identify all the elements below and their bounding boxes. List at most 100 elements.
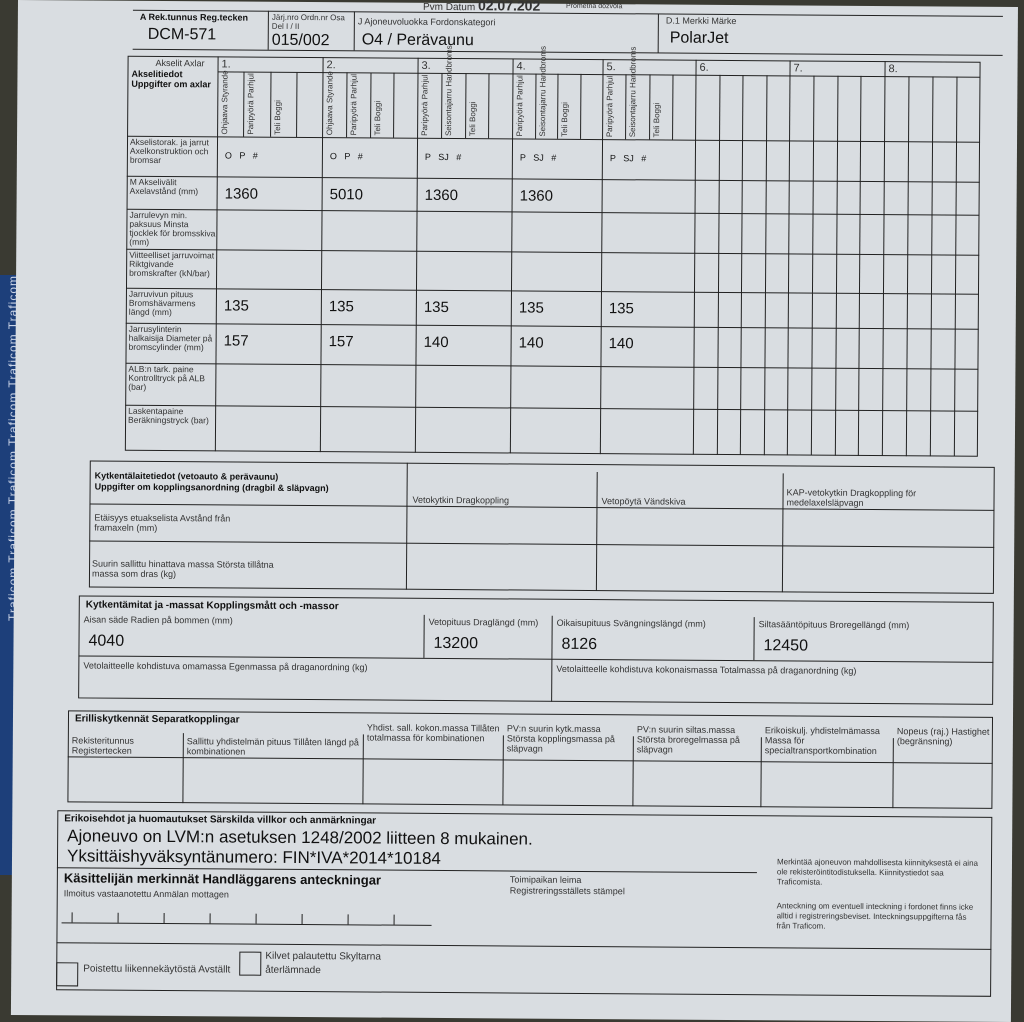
axle-cell-value: O P # bbox=[224, 150, 258, 161]
top-small: Prometna dozvola bbox=[565, 2, 623, 11]
lien-note-sv: Anteckning om eventuell inteckning i for… bbox=[776, 901, 974, 931]
axle-cell-value: 140 bbox=[608, 335, 634, 353]
axle-sub-label: Seisontajarru Handbroms bbox=[628, 46, 638, 138]
axle-row-label: Jarruvivun pituus Bromshävarmens längd (… bbox=[128, 288, 196, 318]
dims-field-value: 4040 bbox=[88, 632, 125, 650]
ordn-value: 015/002 bbox=[271, 31, 330, 50]
date-tick bbox=[301, 914, 303, 925]
axle-cell-value: 135 bbox=[423, 298, 449, 317]
axle-sub-label: Teli Boggi bbox=[372, 100, 382, 136]
make-value: PolarJet bbox=[669, 29, 729, 47]
coupling-col: Vetokytkin Dragkoppling bbox=[412, 494, 510, 506]
date-tick bbox=[393, 914, 395, 925]
axle-number: 2. bbox=[326, 59, 336, 72]
coupling-row-label: Etäisyys etuakselista Avstånd från frama… bbox=[94, 512, 231, 533]
date-tick bbox=[209, 913, 211, 924]
lien-note: Merkintää ajoneuvon mahdollisesta kiinni… bbox=[776, 857, 979, 887]
registration-form: Pvm Datum 02.07.202 Prometna dozvola A R… bbox=[10, 0, 1018, 1022]
cat-label: J Ajoneuvoluokka Fordonskategori bbox=[357, 16, 496, 28]
dims-section bbox=[78, 595, 994, 705]
separate-col-label: Sallittu yhdistelmän pituus Tillåten län… bbox=[186, 736, 359, 757]
dims-field-label: Vetopituus Draglängd (mm) bbox=[428, 616, 539, 628]
axle-sub-label: Ohjaava Styrande bbox=[325, 71, 335, 136]
axle-row-label: Laskentapaine Beräkningstryck (bar) bbox=[128, 405, 209, 426]
plates-returned-label: Kilvet palautettu Skyltarna återlämnade bbox=[265, 950, 381, 977]
axle-sub-label: Teli Boggi bbox=[467, 101, 477, 137]
axle-cell-value: O P # bbox=[329, 151, 363, 162]
axle-cell-value: 157 bbox=[223, 332, 249, 350]
stamp-label: Toimipaikan leima bbox=[509, 874, 582, 885]
axle-sub-label: Teli Boggi bbox=[560, 102, 570, 137]
axle-sub-label: Seisontajarru Handbroms bbox=[537, 45, 548, 137]
dims-title: Kytkentämitat ja -massat Kopplingsmått o… bbox=[85, 599, 339, 613]
axle-sub-label: Paripyörä Parhjul bbox=[246, 73, 256, 135]
axle-number: 3. bbox=[421, 59, 431, 72]
axle-cell-value: 135 bbox=[223, 297, 249, 315]
axle-cell-value: P SJ # bbox=[609, 153, 647, 164]
axle-cell-value: P SJ # bbox=[424, 151, 462, 163]
coupling-col: Vetopöytä Vändskiva bbox=[601, 496, 686, 507]
make-label: D.1 Merkki Märke bbox=[665, 15, 737, 27]
axle-cell-value: 135 bbox=[328, 298, 354, 316]
axle-cell-value: 135 bbox=[608, 300, 634, 318]
axle-sub-label: Seisontajarru Handbroms bbox=[443, 45, 454, 137]
axle-row-label: Jarrulevyn min. paksuus Minsta tjocklek … bbox=[129, 209, 216, 247]
received-label: Ilmoitus vastaanotettu Anmälan mottagen bbox=[63, 888, 229, 900]
date-tick bbox=[71, 912, 73, 923]
axle-cell-value: 140 bbox=[423, 333, 449, 352]
removed-checkbox[interactable] bbox=[56, 962, 79, 987]
axle-cell-value: 157 bbox=[328, 333, 354, 351]
ordn-label: Järj.nro Ordn.nr Osa Del I / II bbox=[271, 12, 345, 31]
date-tick bbox=[117, 912, 119, 923]
plates-returned-checkbox[interactable] bbox=[239, 951, 262, 976]
axle-cell-value: 1360 bbox=[519, 187, 554, 205]
axle-sub-label: Ohjaava Styrande bbox=[220, 70, 230, 135]
dims-field-value: 12450 bbox=[763, 637, 809, 655]
coupling-col: KAP-vetokytkin Dragkoppling för medelaxe… bbox=[786, 487, 917, 508]
axle-row-label: M Akselivälit Axelavstånd (mm) bbox=[129, 176, 199, 197]
separate-col-label: Nopeus (raj.) Hastighet (begränsning) bbox=[896, 726, 990, 747]
axle-number: 6. bbox=[699, 61, 709, 74]
coupling-row-label: Suurin sallittu hinattava massa Största … bbox=[91, 558, 274, 580]
axle-cell-value: 1360 bbox=[424, 186, 459, 205]
axle-sub-label: Teli Boggi bbox=[272, 100, 282, 135]
separate-col-label: Erikoiskulj. yhdistelmämassa Massa för s… bbox=[764, 725, 880, 757]
axle-row-label: Akselistorak. ja jarrut Axelkonstruktion… bbox=[129, 136, 209, 166]
axle-number: 7. bbox=[793, 62, 803, 75]
axle-cell-value: 5010 bbox=[329, 186, 364, 204]
axle-sub-label: Paripyörä Parhjul bbox=[515, 75, 525, 137]
date-tick bbox=[163, 913, 165, 924]
separate-title: Erilliskytkennät Separatkopplingar bbox=[74, 713, 240, 726]
handler-title: Käsittelijän merkinnät Handläggarens ant… bbox=[63, 870, 382, 888]
date-tick bbox=[347, 914, 349, 925]
separate-col-label: PV:n suurin siltas.massa Största brorege… bbox=[636, 724, 740, 755]
dims-field-value: 8126 bbox=[561, 635, 598, 654]
axle-sub-label: Paripyörä Parhjul bbox=[348, 73, 359, 136]
removed-label: Poistettu liikennekäytöstä Avställt bbox=[83, 963, 231, 976]
dims-field-label: Oikaisupituus Svängningslängd (mm) bbox=[556, 617, 706, 629]
coupling-title-sv: Uppgifter om kopplingsanordning (dragbil… bbox=[94, 481, 329, 494]
dims-field-value: 13200 bbox=[433, 634, 479, 653]
axle-number: 4. bbox=[516, 60, 526, 73]
dims-field-label: Siltasääntöpituus Broregellängd (mm) bbox=[758, 619, 910, 631]
reg-label: A Rek.tunnus Reg.tecken bbox=[139, 11, 249, 23]
axle-number: 1. bbox=[221, 58, 231, 71]
axle-cell-value: P SJ # bbox=[519, 152, 557, 163]
axle-sub-label: Teli Boggi bbox=[651, 102, 661, 138]
axle-row-label: Viitteelliset jarruvoimat Riktgivande br… bbox=[129, 249, 215, 279]
axle-cell-value: 140 bbox=[518, 334, 544, 352]
axle-row-label: Jarrusylinterin halkaisija Diameter på b… bbox=[128, 323, 213, 353]
separate-col-label: PV:n suurin kytk.massa Största kopplings… bbox=[506, 723, 615, 754]
date-tick bbox=[255, 913, 257, 924]
coupling-title: Kytkentälaitetiedot (vetoauto & perävaun… bbox=[94, 470, 279, 482]
stamp-label-sv: Registreringsställets stämpel bbox=[509, 885, 625, 897]
separate-col-label: Rekisteritunnus Registertecken bbox=[71, 735, 134, 756]
axle-row-label: ALB:n tark. paine Kontrolltryck på ALB (… bbox=[128, 363, 205, 392]
axle-number: 8. bbox=[888, 63, 898, 76]
axle-sub-label: Paripyörä Parhjul bbox=[420, 74, 430, 136]
axle-number: 5. bbox=[606, 61, 616, 74]
axle-sub-label: Paripyörä Parhjul bbox=[605, 75, 615, 138]
axle-cell-value: 1360 bbox=[224, 185, 259, 203]
cat-value: O4 / Perävaunu bbox=[361, 31, 474, 50]
axles-label: Akselit Axlar bbox=[155, 57, 205, 69]
